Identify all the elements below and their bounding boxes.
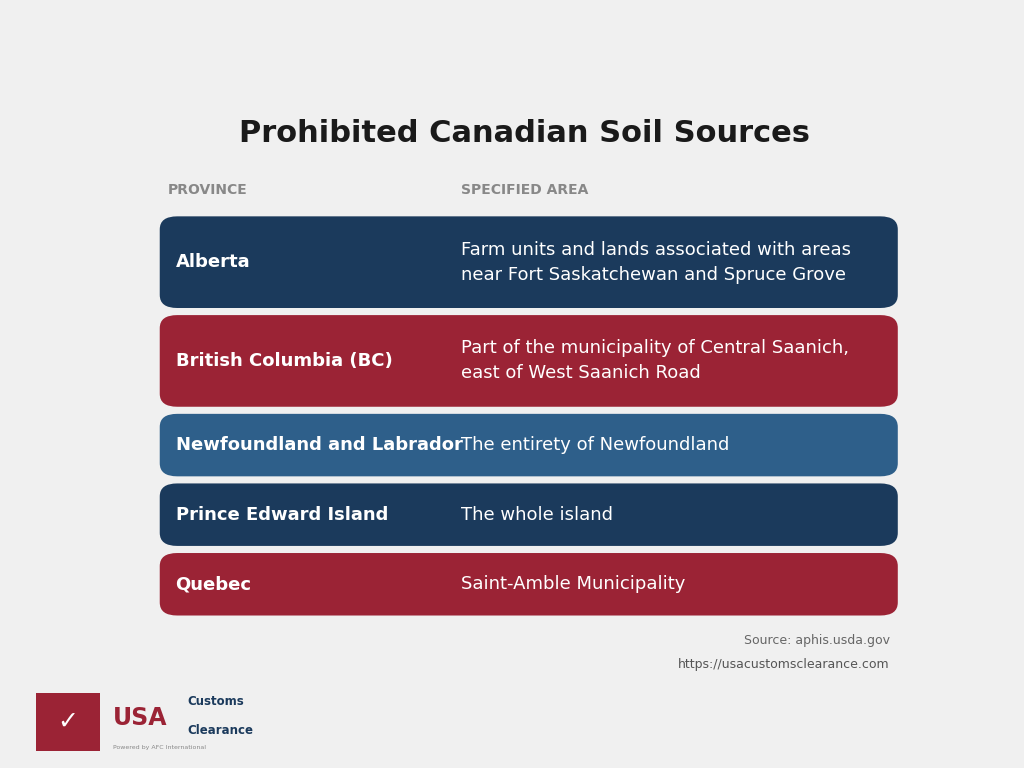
Text: The whole island: The whole island [461,505,613,524]
FancyBboxPatch shape [36,693,99,751]
Text: USA: USA [113,707,168,730]
Text: Powered by AFC International: Powered by AFC International [113,745,206,750]
FancyBboxPatch shape [160,414,898,476]
Text: British Columbia (BC): British Columbia (BC) [176,352,392,370]
Text: Source: aphis.usda.gov: Source: aphis.usda.gov [743,634,890,647]
FancyBboxPatch shape [160,217,898,308]
Text: Prohibited Canadian Soil Sources: Prohibited Canadian Soil Sources [240,119,810,148]
Text: Clearance: Clearance [187,724,254,737]
Text: Quebec: Quebec [176,575,252,593]
Text: Part of the municipality of Central Saanich,
east of West Saanich Road: Part of the municipality of Central Saan… [461,339,849,382]
Text: https://usacustomsclearance.com: https://usacustomsclearance.com [678,658,890,671]
FancyBboxPatch shape [160,483,898,546]
FancyBboxPatch shape [160,553,898,615]
Text: Farm units and lands associated with areas
near Fort Saskatchewan and Spruce Gro: Farm units and lands associated with are… [461,240,851,283]
Text: Customs: Customs [187,695,245,708]
Text: Alberta: Alberta [176,253,250,271]
Text: Prince Edward Island: Prince Edward Island [176,505,388,524]
FancyBboxPatch shape [160,315,898,407]
Text: ✓: ✓ [57,710,78,734]
Text: SPECIFIED AREA: SPECIFIED AREA [461,183,589,197]
Text: Newfoundland and Labrador: Newfoundland and Labrador [176,436,463,454]
Text: Saint-Amble Municipality: Saint-Amble Municipality [461,575,686,593]
Text: The entirety of Newfoundland: The entirety of Newfoundland [461,436,730,454]
Text: PROVINCE: PROVINCE [168,183,248,197]
